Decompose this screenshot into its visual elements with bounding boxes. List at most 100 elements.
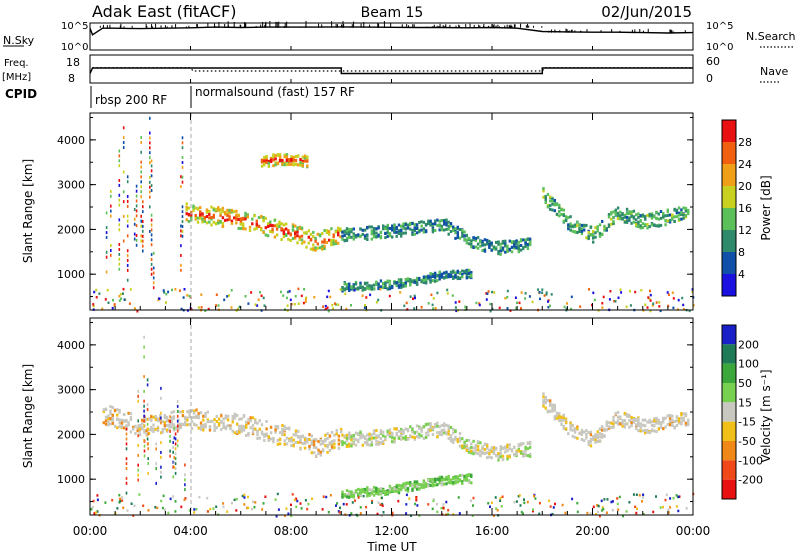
- echo-streak: [125, 481, 128, 485]
- echo-cell: [368, 225, 371, 229]
- echo-cell: [467, 237, 471, 241]
- echo-cell: [431, 226, 435, 230]
- echo-cell: [677, 213, 681, 217]
- echo-cell: [292, 155, 295, 159]
- echo-cell: [152, 423, 155, 427]
- echo-cell: [163, 413, 166, 417]
- echo-cell: [558, 418, 561, 422]
- echo-cell: [352, 441, 355, 445]
- echo-clutter: [377, 501, 380, 504]
- echo-cell: [501, 241, 505, 245]
- echo-cell: [363, 234, 367, 238]
- echo-cell: [409, 227, 412, 231]
- echo-clutter: [616, 502, 619, 506]
- echo-cell: [420, 485, 423, 489]
- echo-cell: [187, 206, 191, 210]
- echo-cell: [598, 232, 602, 236]
- echo-cell: [345, 436, 349, 440]
- echo-cell: [221, 222, 225, 225]
- echo-cell: [438, 475, 441, 479]
- echo-cell: [598, 432, 602, 435]
- echo-cell: [188, 415, 191, 418]
- echo-streak: [135, 214, 138, 218]
- echo-streak: [180, 185, 182, 189]
- echo-cell: [483, 238, 487, 242]
- echo-cell: [517, 447, 520, 451]
- echo-cell: [420, 426, 423, 430]
- echo-clutter: [652, 302, 655, 305]
- echo-cell: [359, 436, 362, 440]
- echo-cell: [434, 275, 437, 279]
- echo-clutter: [119, 497, 121, 501]
- echo-clutter: [197, 306, 200, 309]
- echo-cell: [116, 408, 119, 412]
- echo-cell: [341, 495, 344, 499]
- echo-clutter: [243, 496, 246, 499]
- echo-streak: [126, 204, 129, 208]
- echo-clutter: [324, 308, 327, 311]
- echo-clutter: [345, 503, 348, 506]
- echo-cell: [359, 227, 362, 231]
- echo-cell: [625, 219, 629, 223]
- echo-cell: [522, 450, 525, 454]
- echo-streak: [137, 394, 139, 398]
- echo-cell: [244, 211, 247, 215]
- echo-cell: [102, 408, 105, 412]
- echo-cell: [306, 164, 309, 168]
- echo-streak: [135, 234, 138, 237]
- echo-cell: [510, 449, 514, 453]
- echo-cell: [184, 421, 187, 424]
- echo-cell: [341, 234, 344, 238]
- echo-streak: [160, 421, 162, 425]
- echo-cell: [673, 219, 676, 223]
- echo-cell: [388, 279, 392, 283]
- echo-cell: [612, 415, 615, 419]
- colorbar-segment: [722, 363, 736, 383]
- echo-cell: [612, 425, 615, 429]
- echo-cell: [497, 458, 500, 462]
- echo-cell: [285, 155, 289, 159]
- echo-cell: [431, 477, 435, 481]
- echo-clutter: [442, 506, 445, 510]
- echo-cell: [635, 417, 638, 421]
- echo-cell: [411, 487, 414, 491]
- echo-clutter: [178, 289, 181, 292]
- echo-cell: [571, 424, 574, 428]
- echo-cell: [283, 442, 286, 446]
- echo-cell: [440, 481, 444, 485]
- echo-cell: [397, 229, 401, 233]
- colorbar-tick-label: 200: [738, 338, 759, 351]
- echo-cell: [639, 429, 642, 433]
- echo-cell: [379, 441, 383, 445]
- echo-cell: [443, 422, 446, 426]
- echo-cell: [354, 282, 358, 286]
- echo-cell: [145, 432, 148, 436]
- echo-streak: [150, 267, 153, 271]
- echo-cell: [458, 276, 462, 280]
- echo-cell: [285, 233, 288, 237]
- echo-cell: [499, 252, 502, 256]
- echo-cell: [644, 215, 647, 218]
- echo-cell: [504, 450, 507, 454]
- echo-cell: [612, 220, 615, 224]
- echo-cell: [470, 273, 473, 277]
- echo-cell: [677, 217, 681, 221]
- freq-yl-top: 18: [66, 56, 80, 69]
- echo-clutter: [154, 506, 157, 509]
- echo-cell: [616, 211, 620, 215]
- echo-clutter: [570, 295, 573, 299]
- echo-cell: [299, 163, 302, 167]
- echo-cell: [567, 432, 570, 436]
- echo-clutter: [171, 288, 173, 292]
- echo-cell: [434, 422, 437, 426]
- echo-cell: [278, 220, 281, 224]
- echo-clutter: [291, 493, 294, 496]
- echo-clutter: [285, 507, 288, 510]
- echo-cell: [436, 477, 439, 481]
- echo-clutter: [515, 500, 518, 503]
- echo-cell: [354, 431, 358, 435]
- echo-clutter: [302, 301, 305, 305]
- echo-streak: [143, 345, 145, 349]
- echo-cell: [111, 421, 114, 425]
- echo-cell: [560, 212, 563, 216]
